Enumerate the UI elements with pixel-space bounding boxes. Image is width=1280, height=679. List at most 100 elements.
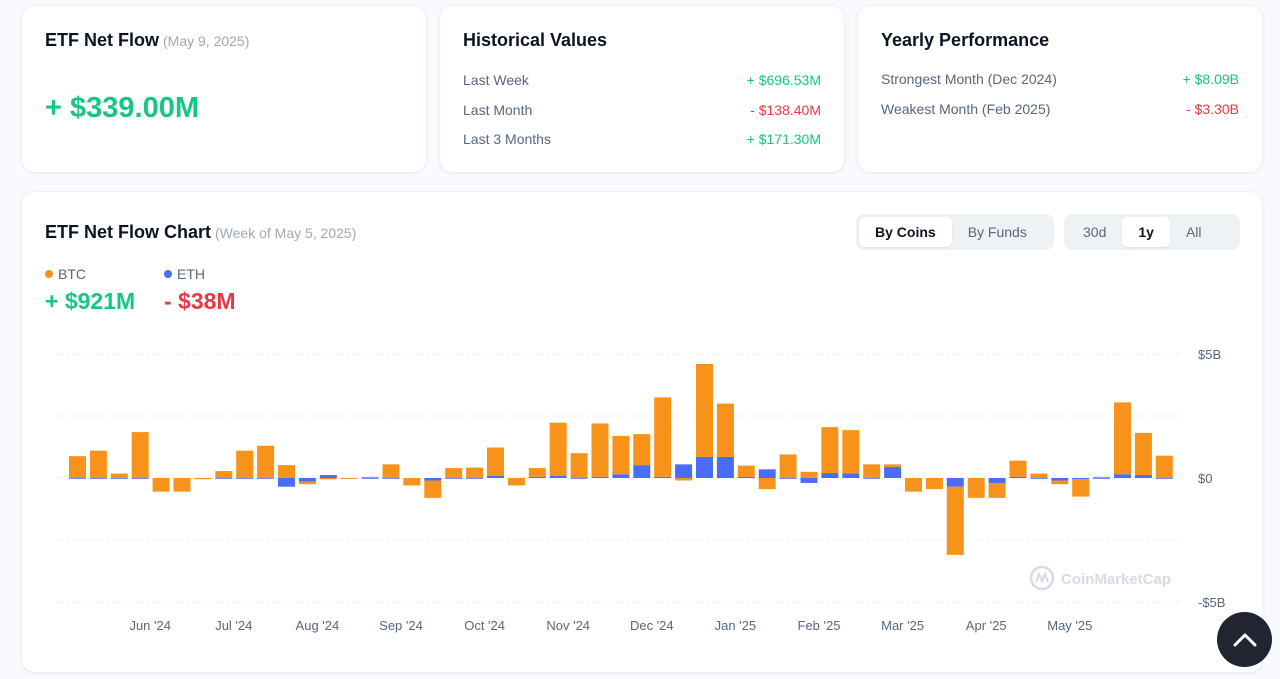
eth-bar: [633, 465, 651, 478]
chart-subtitle: (Week of May 5, 2025): [215, 225, 357, 241]
coinmarketcap-logo-mark: [1035, 571, 1049, 584]
historical-values-card: Historical Values Last Week + $696.53M L…: [440, 6, 844, 172]
btc-dot-icon: [45, 270, 53, 278]
btc-bar: [654, 397, 672, 477]
net-flow-value: + $339.00M: [45, 92, 199, 124]
historical-value: + $696.53M: [746, 72, 821, 88]
eth-dot-icon: [164, 270, 172, 278]
range-30d[interactable]: 30d: [1083, 224, 1107, 240]
btc-bar: [591, 423, 609, 477]
yearly-label: Strongest Month (Dec 2024): [881, 71, 1057, 87]
btc-bar: [110, 473, 128, 478]
eth-bar: [382, 478, 400, 479]
btc-bar: [1051, 480, 1069, 485]
legend-eth-value: - $38M: [164, 288, 236, 314]
historical-label: Last Month: [463, 102, 533, 118]
x-tick-label: Jun '24: [129, 618, 171, 633]
btc-bar: [382, 464, 400, 478]
chart-title-text: ETF Net Flow Chart: [45, 222, 211, 242]
x-tick-label: Apr '25: [966, 618, 1007, 633]
btc-bar: [988, 482, 1006, 498]
chart-x-ticks: Jun '24 Jul '24 Aug '24 Sep '24 Oct '24 Nov '…: [129, 618, 1092, 633]
historical-row-last-month: Last Month - $138.40M: [463, 100, 821, 120]
btc-bar: [842, 430, 860, 474]
range-all[interactable]: All: [1185, 224, 1202, 240]
x-tick-label: Nov '24: [546, 618, 590, 633]
btc-bar: [361, 476, 379, 478]
btc-bar: [466, 467, 484, 478]
eth-bar: [549, 476, 567, 478]
legend-btc-label: BTC: [58, 266, 86, 282]
eth-bar: [361, 478, 379, 479]
yearly-row-weakest: Weakest Month (Feb 2025) - $3.30B: [881, 99, 1239, 119]
btc-bar: [487, 447, 504, 477]
net-flow-title-text: ETF Net Flow: [45, 30, 159, 50]
etf-net-flow-chart-card: ETF Net Flow Chart (Week of May 5, 2025) …: [22, 192, 1262, 672]
tab-by-funds[interactable]: By Funds: [967, 224, 1027, 240]
historical-row-last-week: Last Week + $696.53M: [463, 70, 821, 90]
range-toggle: 30d 1y All: [1064, 214, 1240, 250]
eth-bar: [842, 473, 860, 478]
btc-bar: [69, 456, 86, 478]
eth-bar: [445, 478, 463, 479]
btc-bar: [278, 465, 295, 478]
btc-bar: [633, 434, 651, 466]
btc-bar: [675, 478, 693, 481]
eth-bar: [1155, 478, 1173, 479]
btc-bar: [445, 468, 463, 478]
eth-bar: [884, 466, 902, 478]
btc-bar: [152, 478, 170, 492]
eth-bar: [654, 476, 672, 478]
eth-bar: [946, 478, 964, 487]
chart-title: ETF Net Flow Chart (Week of May 5, 2025): [45, 222, 356, 243]
yearly-value: + $8.09B: [1182, 71, 1239, 87]
btc-bar: [215, 471, 233, 478]
yearly-label-text: Weakest Month: [881, 101, 979, 117]
eth-bar: [716, 456, 734, 478]
coinmarketcap-logo-icon: [1029, 565, 1055, 591]
x-tick-label: Mar '25: [881, 618, 924, 633]
eth-bar: [466, 478, 484, 479]
eth-bar: [591, 476, 609, 478]
range-1y[interactable]: 1y: [1122, 217, 1170, 247]
eth-bar: [487, 476, 504, 478]
eth-bar: [278, 478, 295, 487]
btc-bar: [319, 478, 337, 480]
historical-value: - $138.40M: [750, 102, 821, 118]
scroll-to-top-button[interactable]: [1217, 612, 1272, 667]
eth-bar: [988, 478, 1006, 483]
btc-bar: [528, 468, 546, 477]
x-tick-label: Jan '25: [715, 618, 757, 633]
historical-label: Last Week: [463, 72, 529, 88]
x-tick-label: Sep '24: [379, 618, 423, 633]
btc-bar: [905, 478, 922, 492]
eth-bar: [424, 478, 442, 481]
legend-eth[interactable]: ETH: [164, 266, 205, 282]
net-flow-bar-chart[interactable]: $5B $0 -$5B Jun '24 Jul '24 Aug '24 Sep '24 Oc…: [22, 332, 1262, 662]
legend-eth-label: ETH: [177, 266, 205, 282]
tab-by-coins[interactable]: By Coins: [859, 217, 952, 247]
btc-bar: [967, 478, 985, 498]
eth-bar: [612, 474, 630, 478]
btc-bar: [570, 453, 588, 478]
chart-bars: [69, 363, 1173, 555]
eth-bar: [1072, 478, 1090, 480]
yearly-period: (Dec 2024): [987, 71, 1057, 87]
eth-bar: [800, 478, 818, 483]
eth-bar: [257, 478, 275, 479]
eth-bar: [675, 464, 693, 478]
eth-bar: [1030, 478, 1048, 479]
legend-btc[interactable]: BTC: [45, 266, 86, 282]
x-tick-label: Dec '24: [630, 618, 674, 633]
btc-bar: [424, 480, 442, 498]
btc-bar: [403, 478, 421, 486]
eth-bar: [758, 469, 776, 478]
net-flow-title: ETF Net Flow (May 9, 2025): [45, 30, 249, 51]
btc-bar: [173, 478, 191, 492]
btc-bar: [716, 403, 734, 457]
btc-bar: [1134, 432, 1152, 476]
btc-bar: [1155, 455, 1173, 478]
eth-bar: [215, 478, 233, 479]
btc-bar: [1030, 473, 1048, 478]
historical-row-last-3-months: Last 3 Months + $171.30M: [463, 129, 821, 149]
